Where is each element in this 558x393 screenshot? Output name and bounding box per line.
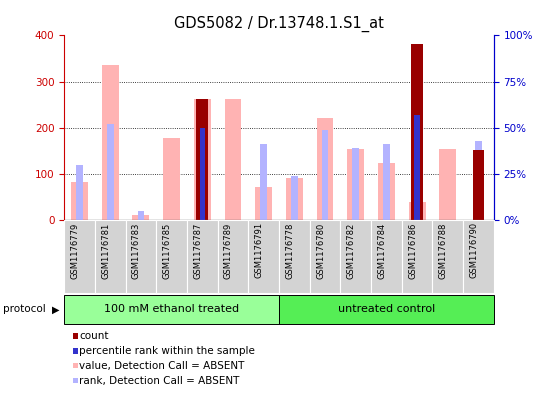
Bar [163, 138, 180, 220]
Text: percentile rank within the sample: percentile rank within the sample [79, 346, 255, 356]
FancyBboxPatch shape [64, 220, 95, 293]
FancyBboxPatch shape [95, 220, 126, 293]
Text: rank, Detection Call = ABSENT: rank, Detection Call = ABSENT [79, 376, 239, 386]
Text: value, Detection Call = ABSENT: value, Detection Call = ABSENT [79, 361, 244, 371]
FancyBboxPatch shape [279, 220, 310, 293]
Bar [439, 149, 456, 220]
Bar [255, 187, 272, 220]
Bar [408, 202, 426, 220]
Text: GSM1176780: GSM1176780 [316, 222, 325, 279]
Text: GSM1176781: GSM1176781 [101, 222, 110, 279]
Bar [316, 119, 334, 220]
Bar [291, 176, 298, 220]
FancyBboxPatch shape [218, 220, 248, 293]
FancyBboxPatch shape [248, 220, 279, 293]
Text: GSM1176789: GSM1176789 [224, 222, 233, 279]
FancyBboxPatch shape [402, 220, 432, 293]
Bar [321, 130, 329, 220]
Bar [352, 148, 359, 220]
Text: GSM1176791: GSM1176791 [254, 222, 263, 278]
Text: 100 mM ethanol treated: 100 mM ethanol treated [104, 305, 239, 314]
Text: ▶: ▶ [52, 305, 59, 314]
Bar [196, 99, 208, 220]
FancyBboxPatch shape [187, 220, 218, 293]
Text: GSM1176788: GSM1176788 [439, 222, 448, 279]
Bar [102, 65, 119, 220]
Bar [107, 124, 114, 220]
FancyBboxPatch shape [126, 220, 156, 293]
Bar [383, 144, 390, 220]
Text: GSM1176783: GSM1176783 [132, 222, 141, 279]
Bar [413, 189, 421, 220]
Bar [194, 99, 211, 220]
Bar [224, 99, 242, 220]
Text: GSM1176782: GSM1176782 [347, 222, 356, 279]
Text: untreated control: untreated control [338, 305, 435, 314]
Text: GSM1176786: GSM1176786 [408, 222, 417, 279]
Bar [411, 44, 423, 220]
FancyBboxPatch shape [279, 295, 494, 324]
Text: GSM1176784: GSM1176784 [377, 222, 386, 279]
Bar [473, 150, 484, 220]
Text: GDS5082 / Dr.13748.1.S1_at: GDS5082 / Dr.13748.1.S1_at [174, 16, 384, 32]
FancyBboxPatch shape [64, 295, 279, 324]
Bar [415, 115, 420, 220]
Bar [347, 149, 364, 220]
Text: GSM1176779: GSM1176779 [70, 222, 79, 279]
FancyBboxPatch shape [156, 220, 187, 293]
FancyBboxPatch shape [310, 220, 340, 293]
Bar [286, 178, 303, 220]
Bar [378, 163, 395, 220]
Text: GSM1176787: GSM1176787 [193, 222, 202, 279]
FancyBboxPatch shape [463, 220, 494, 293]
Text: count: count [79, 331, 109, 341]
Bar [71, 182, 88, 220]
Bar [132, 215, 150, 220]
FancyBboxPatch shape [371, 220, 402, 293]
Bar [137, 211, 145, 220]
Text: GSM1176778: GSM1176778 [285, 222, 295, 279]
Text: protocol: protocol [3, 305, 46, 314]
Text: GSM1176785: GSM1176785 [162, 222, 171, 279]
FancyBboxPatch shape [340, 220, 371, 293]
Bar [475, 141, 482, 220]
Bar [76, 165, 83, 220]
FancyBboxPatch shape [432, 220, 463, 293]
Bar [200, 128, 205, 220]
Bar [260, 144, 267, 220]
Text: GSM1176790: GSM1176790 [469, 222, 478, 278]
